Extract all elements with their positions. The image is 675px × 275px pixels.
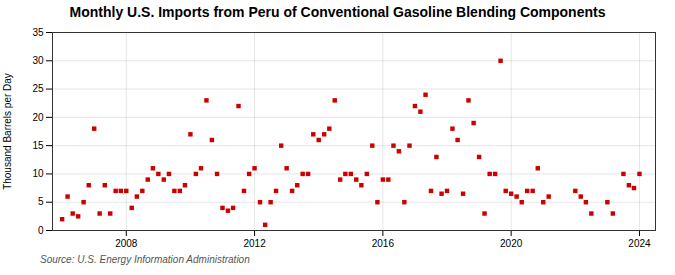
svg-text:Thousand Barrels per Day: Thousand Barrels per Day <box>2 73 13 190</box>
svg-text:35: 35 <box>32 27 44 38</box>
svg-text:2012: 2012 <box>243 238 266 249</box>
svg-text:0: 0 <box>38 225 44 236</box>
svg-text:10: 10 <box>32 168 44 179</box>
svg-text:30: 30 <box>32 55 44 66</box>
html-text:Monthly U.S. Imports from Peru: Monthly U.S. Imports from Peru of Conven… <box>69 4 606 20</box>
svg-text:5: 5 <box>38 196 44 207</box>
svg-text:2024: 2024 <box>628 238 651 249</box>
svg-text:25: 25 <box>32 83 44 94</box>
svg-text:2016: 2016 <box>372 238 395 249</box>
svg-text:2008: 2008 <box>115 238 138 249</box>
html-text:Source: U.S. Energy Informatio: Source: U.S. Energy Information Administ… <box>40 254 250 265</box>
svg-text:15: 15 <box>32 140 44 151</box>
svg-text:20: 20 <box>32 112 44 123</box>
svg-text:2020: 2020 <box>500 238 523 249</box>
